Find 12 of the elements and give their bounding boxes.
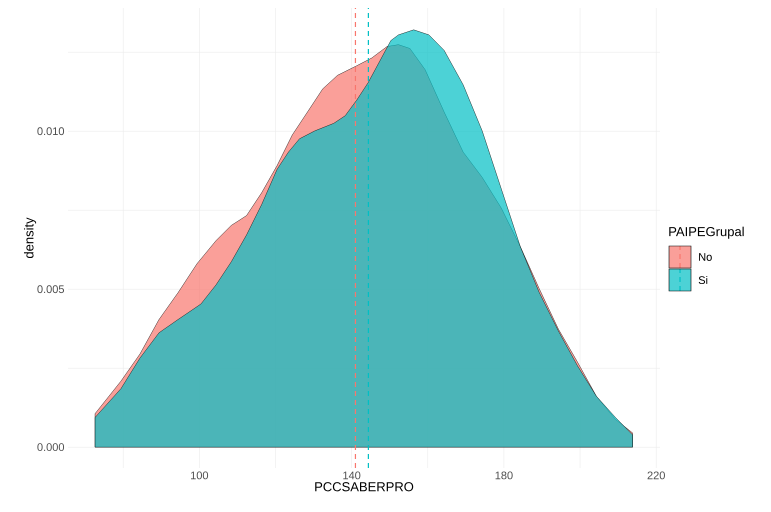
x-axis-title: PCCSABERPRO bbox=[315, 482, 414, 492]
x-tick-label: 140 bbox=[343, 472, 360, 480]
x-tick-label: 180 bbox=[496, 472, 513, 480]
legend-label: No bbox=[699, 253, 712, 261]
x-tick-label: 100 bbox=[191, 472, 208, 480]
y-tick-label: 0.005 bbox=[37, 285, 64, 294]
y-tick-label: 0.010 bbox=[37, 127, 64, 136]
y-axis-title: density bbox=[24, 217, 36, 258]
legend-title: PAIPEGrupal bbox=[669, 226, 744, 239]
y-tick-label: 0.000 bbox=[37, 443, 64, 452]
x-tick-label: 220 bbox=[648, 472, 665, 480]
legend-label: Si bbox=[698, 276, 708, 284]
